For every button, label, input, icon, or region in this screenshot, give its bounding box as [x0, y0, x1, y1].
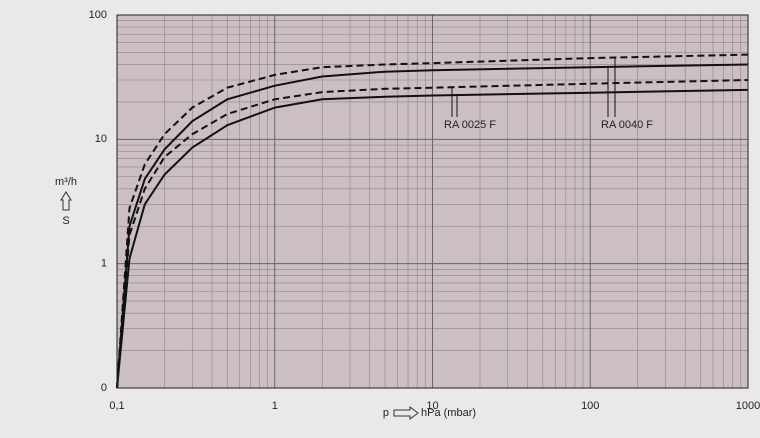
y-tick-label: 0 — [101, 382, 107, 394]
series-line — [116, 63, 749, 389]
x-axis-label: p — [383, 407, 389, 419]
x-tick-label: 100 — [581, 400, 599, 412]
annotation-leaders — [451, 58, 616, 117]
lines — [116, 53, 749, 389]
y-tick-label: 10 — [95, 133, 107, 145]
x-arrow — [393, 406, 419, 420]
y-arrow — [60, 191, 72, 211]
y-axis-label: S — [62, 215, 69, 227]
x-tick-label: 10 — [426, 400, 438, 412]
x-axis-unit: hPa (mbar) — [421, 407, 476, 419]
series-line — [116, 79, 749, 389]
y-tick-label: 1 — [101, 258, 107, 270]
series-line — [116, 88, 749, 389]
annotation: RA 0040 F — [601, 119, 653, 131]
series-line — [116, 53, 749, 389]
x-tick-label: 0,1 — [109, 400, 124, 412]
x-tick-label: 1 — [272, 400, 278, 412]
annotation: RA 0025 F — [444, 119, 496, 131]
y-tick-label: 100 — [89, 9, 107, 21]
x-tick-label: 1000 — [736, 400, 760, 412]
y-axis-unit: m³/h — [55, 176, 77, 188]
plot-frame — [116, 14, 749, 389]
